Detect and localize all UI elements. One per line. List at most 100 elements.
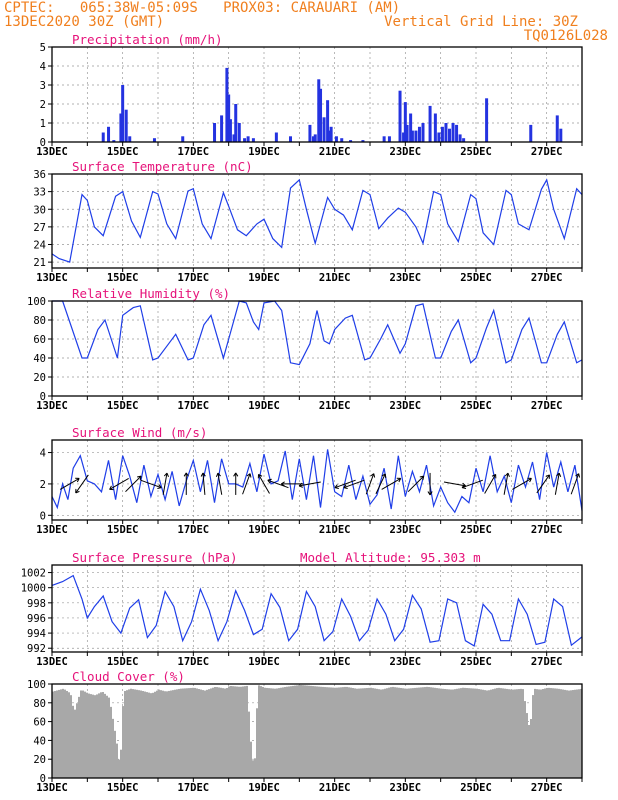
panel-5-area-column <box>368 687 370 778</box>
panel-3-xtick-label: 27DEC <box>531 524 563 536</box>
panel-0-ytick-label: 1 <box>40 118 46 130</box>
panel-5-area-column <box>350 687 352 778</box>
panel-0-bar <box>421 123 425 142</box>
panel-0-xtick-label: 19DEC <box>248 146 280 158</box>
panel-5-area-column <box>80 690 82 778</box>
panel-5-area-column <box>388 687 390 778</box>
panel-5-area-column <box>578 689 580 778</box>
panel-1-frame <box>51 173 583 269</box>
panel-5-area-column <box>528 725 530 778</box>
panel-5-area-column <box>232 686 234 778</box>
panel-5-area-column <box>454 689 456 778</box>
panel-3-wind-arrowhead <box>527 477 532 483</box>
panel-5-area-column <box>98 693 100 778</box>
panel-3-title: Surface Wind (m/s) <box>72 425 207 440</box>
panel-5-area-column <box>386 688 388 778</box>
panel-0-bar <box>458 134 462 142</box>
panel-0-bar <box>213 123 217 142</box>
panel-1-xtick-label: 15DEC <box>107 272 139 284</box>
panel-3-wind-arrowhead <box>343 484 348 490</box>
panel-5-xtick-label: 21DEC <box>319 782 351 794</box>
panel-5-area-column <box>100 692 102 778</box>
panel-5-area-column <box>576 689 578 778</box>
panel-4-ytick-label: 1000 <box>21 583 46 595</box>
panel-1-ytick-label: 24 <box>33 240 46 252</box>
panel-5-area-column <box>240 686 242 778</box>
panel-5-area-column <box>412 688 414 778</box>
panel-0-bar <box>319 88 323 142</box>
panel-4-frame <box>51 564 583 653</box>
panel-5-area-column <box>490 689 492 778</box>
panel-0-bar <box>405 124 409 142</box>
panel-5-area-column <box>418 687 420 778</box>
panel-1-xtick-label: 21DEC <box>319 272 351 284</box>
panel-5-area-column <box>488 690 490 778</box>
panel-5-area-column <box>470 688 472 778</box>
panel-5-area-column <box>190 687 192 778</box>
panel-5-area-column <box>268 688 270 778</box>
panel-0-bar <box>361 140 365 142</box>
panel-3-wind-arrow <box>59 477 80 490</box>
panel-5-area-column <box>338 687 340 778</box>
panel-5-area-column <box>456 688 458 778</box>
panel-3-wind-arrowhead <box>381 473 387 478</box>
panel-5-area-column <box>294 685 296 778</box>
panel-5-area-column <box>282 687 284 778</box>
panel-5-area-column <box>128 689 130 778</box>
panel-5-area-column <box>70 695 72 778</box>
panel-3-wind-arrow <box>334 479 356 489</box>
panel-3-wind-arrow <box>512 477 532 490</box>
panel-5-ytick-label: 40 <box>33 735 46 747</box>
panel-0-bar <box>289 136 292 142</box>
panel-5-area-column <box>274 688 276 778</box>
panel-3-xtick-label: 15DEC <box>107 524 139 536</box>
panel-5-ytick-label: 100 <box>27 679 46 691</box>
panel-5-area-column <box>448 689 450 778</box>
panel-5-area-column <box>82 690 84 778</box>
panel-5-ytick-label: 80 <box>33 698 46 710</box>
panel-5-area-column <box>566 690 568 778</box>
panel-5-ytick-label: 60 <box>33 717 46 729</box>
panel-5-area-column <box>150 693 152 778</box>
panel-5-area-column <box>568 690 570 778</box>
panel-4-xtick-label: 27DEC <box>531 656 563 668</box>
panel-1-xtick-label: 17DEC <box>178 272 210 284</box>
panel-1-ytick-label: 36 <box>33 169 46 181</box>
panel-0-bar <box>128 136 132 142</box>
panel-5-area-column <box>498 687 500 778</box>
panel-5-xtick-label: 25DEC <box>460 782 492 794</box>
panel-5-area-column <box>216 687 218 778</box>
panel-3-wind-arrow <box>443 481 466 487</box>
panel-3-wind-arrowhead <box>75 477 80 483</box>
panel-5-area-column <box>432 687 434 778</box>
panel-5-area-column <box>452 689 454 778</box>
panel-2-xtick-label: 25DEC <box>460 400 492 412</box>
panel-5-area-column <box>314 686 316 778</box>
panel-5-area-column <box>546 687 548 778</box>
panel-5-area-column <box>140 690 142 778</box>
panel-5-area-column <box>482 689 484 778</box>
panel-5-area-column <box>124 690 126 778</box>
panel-5-area-column <box>144 691 146 778</box>
panel-4-subtitle: Model Altitude: 95.303 m <box>300 550 481 565</box>
panel-5-area-column <box>132 689 134 778</box>
panel-1-ytick-label: 33 <box>33 187 46 199</box>
panel-5-area-column <box>78 696 80 778</box>
panel-5-area-column <box>256 708 258 778</box>
panel-5-area-column <box>248 711 250 778</box>
header-grid-line: Vertical Grid Line: 30Z <box>384 14 578 30</box>
panel-5-area-column <box>506 688 508 778</box>
panel-5-area-column <box>262 686 264 778</box>
panel-5-area-column <box>96 694 98 778</box>
panel-5-area-column <box>464 687 466 778</box>
panel-5-area-column <box>474 688 476 778</box>
panel-0-xtick-label: 17DEC <box>178 146 210 158</box>
panel-5-area-column <box>324 687 326 778</box>
panel-1-xtick-label: 27DEC <box>531 272 563 284</box>
panel-3-ytick-label: 4 <box>40 448 46 460</box>
panel-3-frame <box>51 439 583 521</box>
header-line2: 13DEC2020 30Z (GMT) <box>4 14 165 30</box>
panel-0-bar <box>317 79 321 142</box>
panel-0-bar <box>410 130 414 142</box>
panel-5-area-column <box>540 689 542 778</box>
